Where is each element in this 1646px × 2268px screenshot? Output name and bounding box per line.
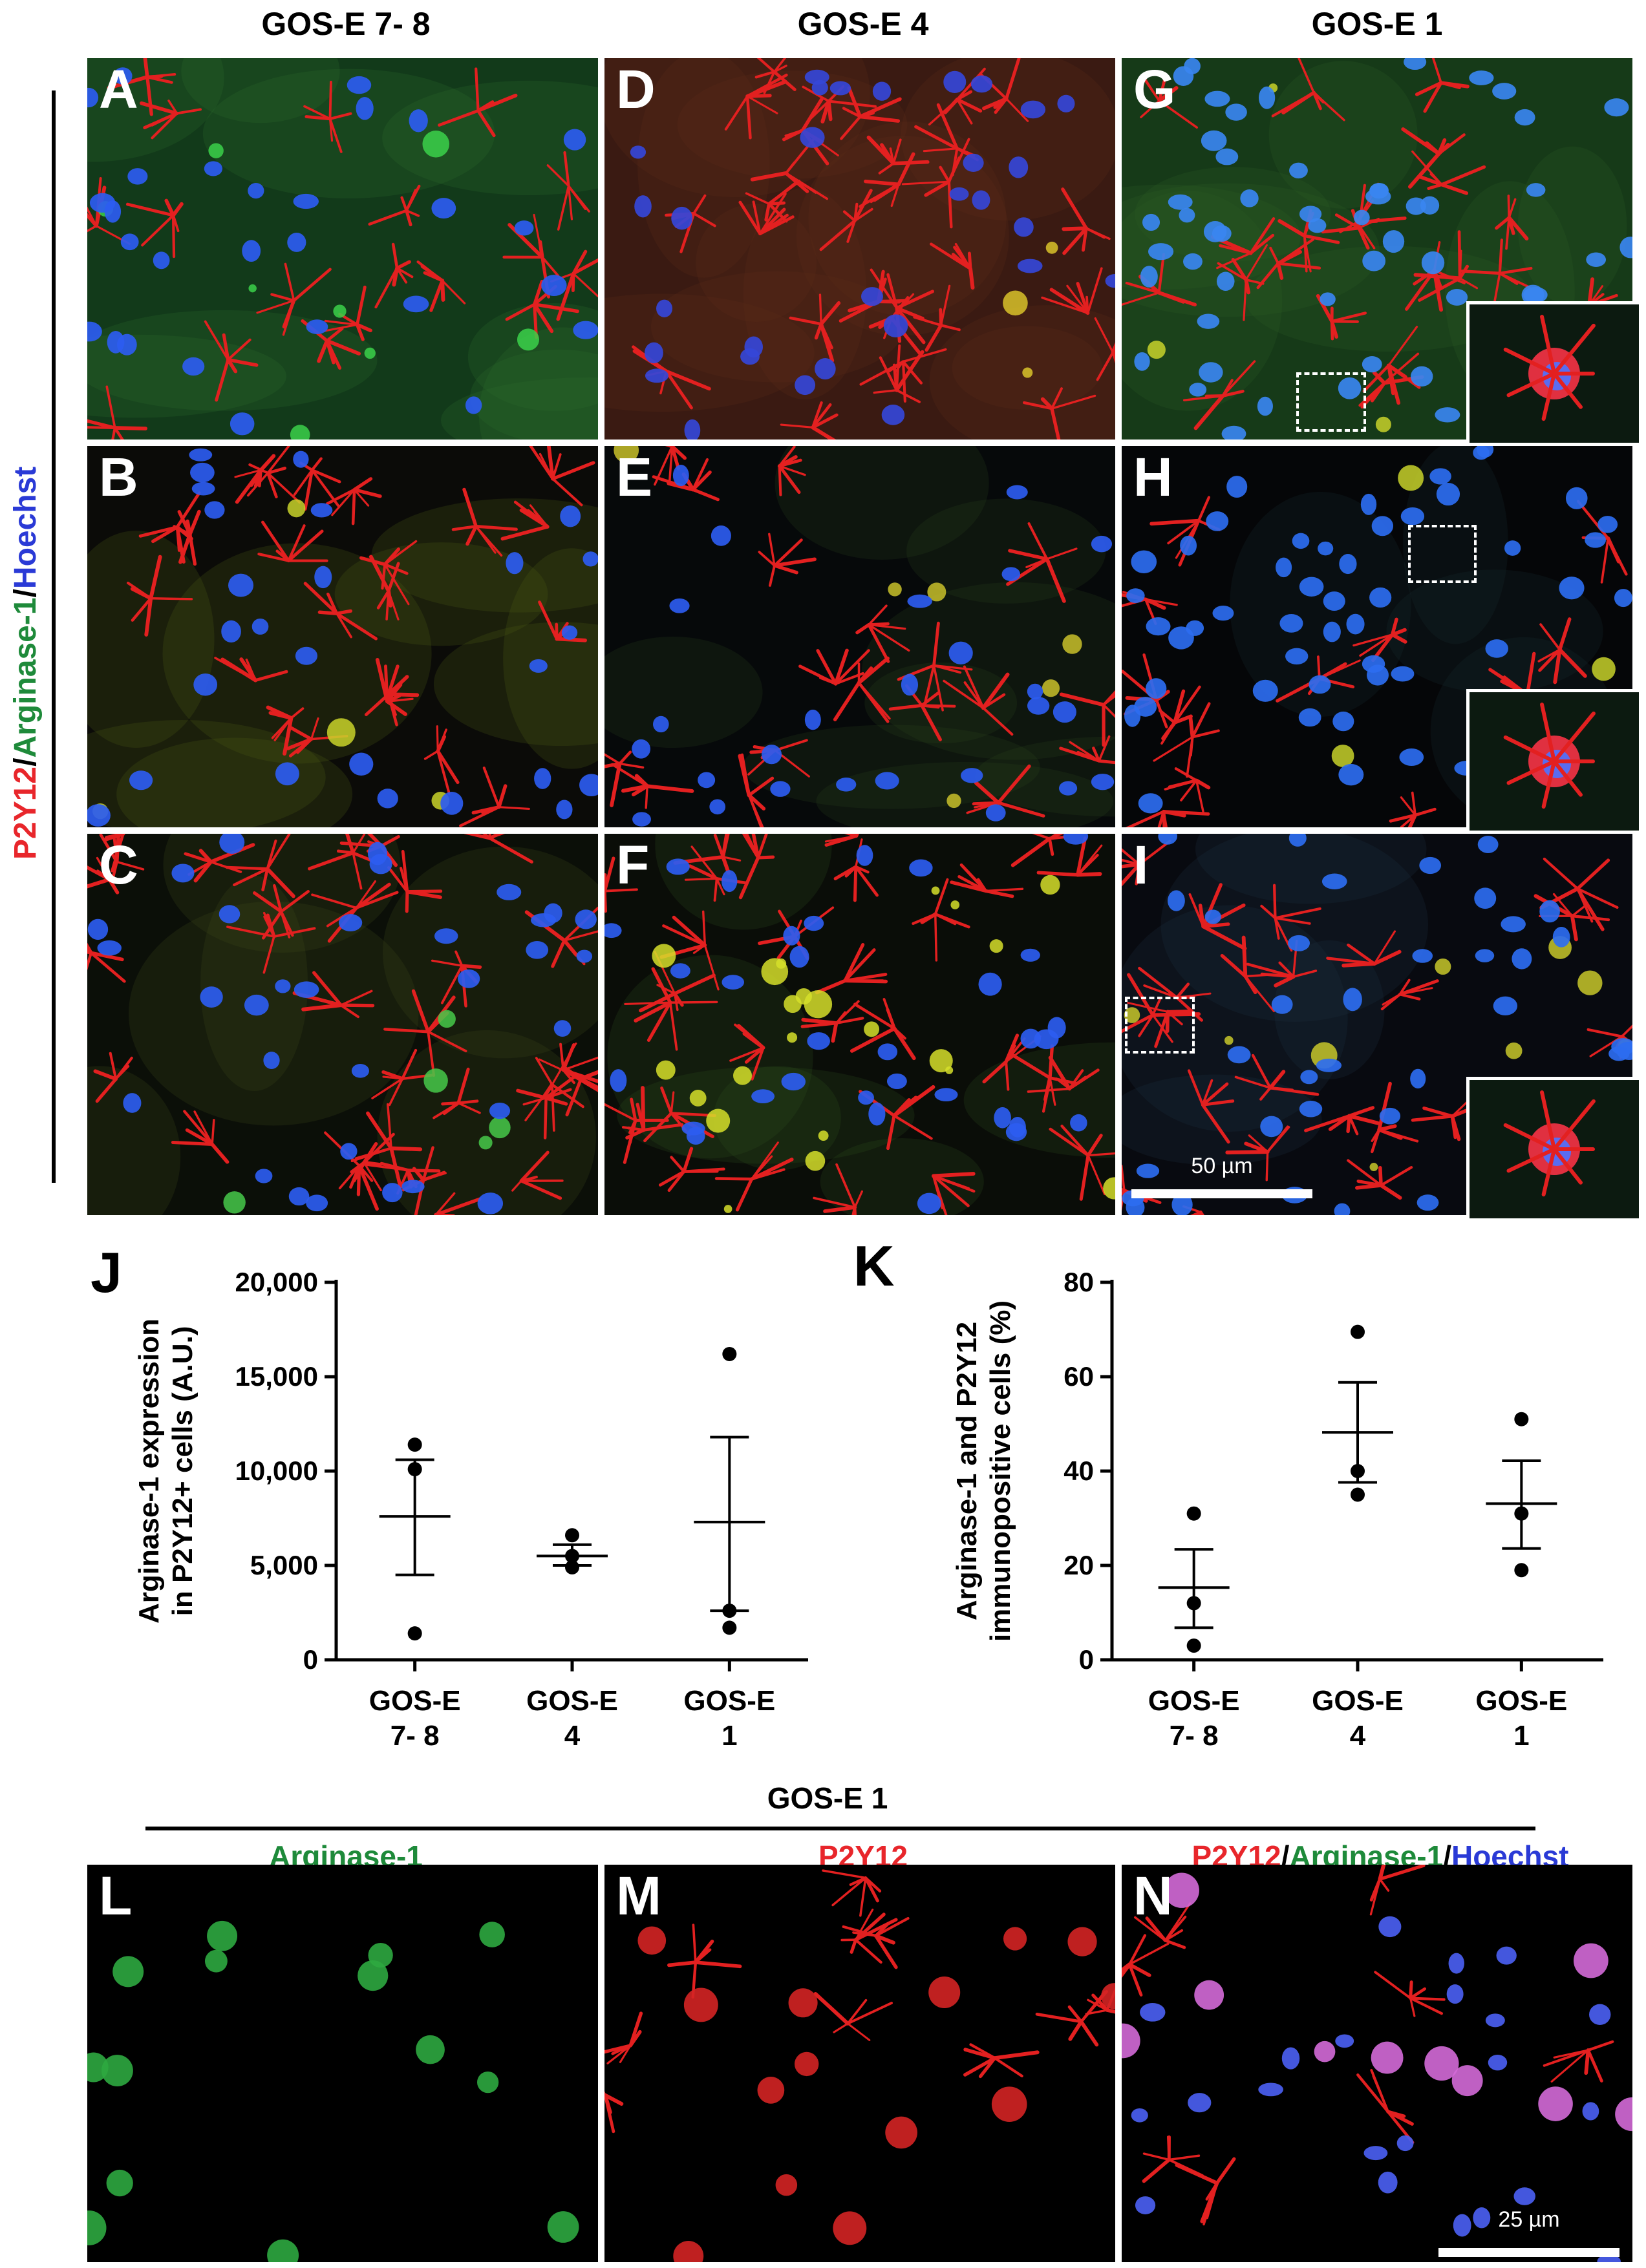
data-point (722, 1620, 737, 1635)
y-tick-label: 20 (1063, 1550, 1094, 1580)
micrograph-panel-m: M (604, 1865, 1115, 2262)
scale-bar-25um-label: 25 µm (1498, 2207, 1560, 2232)
panel-letter-b: B (99, 447, 138, 507)
y-tick-label: 40 (1063, 1456, 1094, 1486)
x-tick-label: 7- 8 (390, 1720, 440, 1752)
panel-letter-j: J (91, 1240, 122, 1304)
micrograph-panel-l-image (87, 1920, 579, 2262)
micrograph-panel-m-image (604, 1869, 1115, 2262)
roi-box-h (1408, 525, 1477, 583)
inset-h (1466, 689, 1642, 834)
panel-letter-a: A (99, 59, 138, 120)
y-axis-label-line2: in P2Y12+ cells (A.U.) (167, 1326, 198, 1616)
panel-letter-n: N (1133, 1865, 1173, 1926)
data-point (1186, 1638, 1201, 1653)
micrograph-panel-e-image (604, 446, 1115, 827)
y-tick-label: 10,000 (235, 1456, 318, 1486)
roi-box-i (1125, 997, 1195, 1054)
x-tick-label: 4 (564, 1720, 581, 1752)
micrograph-panel-c: C (87, 834, 598, 1215)
data-point (565, 1560, 579, 1574)
roi-box-g (1296, 372, 1366, 432)
data-point (722, 1346, 737, 1361)
chart-k: Arginase-1 and P2Y12 immunopositive cells… (951, 1267, 1603, 1752)
panel-letter-h: H (1133, 447, 1173, 507)
panel-letter-d: D (616, 59, 656, 120)
column-header-gose-1: GOS-E 1 (1311, 6, 1443, 42)
micrograph-panel-b-image (87, 446, 598, 827)
x-tick-label: 1 (721, 1720, 737, 1752)
panel-letter-i: I (1133, 834, 1149, 895)
inset-g (1466, 301, 1642, 446)
data-point (407, 1437, 422, 1452)
y-axis-label-line1: Arginase-1 expression (133, 1319, 165, 1624)
data-point (565, 1528, 579, 1543)
micrograph-panel-a: A (87, 58, 598, 440)
data-point (1186, 1506, 1201, 1521)
x-tick-label: GOS-E (1312, 1685, 1404, 1717)
y-tick-label: 15,000 (235, 1361, 318, 1392)
x-tick-label: 1 (1513, 1720, 1529, 1752)
panel-letter-e: E (616, 447, 653, 507)
data-point (1514, 1412, 1529, 1426)
panel-letter-g: G (1133, 59, 1176, 120)
micrograph-panel-d-image (604, 58, 1115, 440)
micrograph-panel-f-image (604, 834, 1115, 1215)
panel-letter-l: L (99, 1865, 133, 1926)
y-tick-label: 80 (1063, 1267, 1094, 1297)
scale-bar-25um (1438, 2248, 1619, 2257)
scale-bar-label: 50 µm (1191, 1154, 1253, 1178)
y-axis-label-line2: immunopositive cells (%) (985, 1300, 1016, 1642)
micrograph-panel-g-image (1122, 58, 1632, 440)
x-tick-label: GOS-E (683, 1685, 775, 1717)
data-point (1351, 1487, 1365, 1502)
x-tick-label: 4 (1350, 1720, 1366, 1752)
micrograph-panel-n: N (1122, 1865, 1632, 2262)
data-point (1514, 1563, 1529, 1578)
micrograph-panel-f: F (604, 834, 1115, 1215)
micrograph-panel-b: B (87, 446, 598, 827)
x-tick-label: GOS-E (1475, 1685, 1567, 1717)
y-tick-label: 60 (1063, 1361, 1094, 1392)
y-tick-label: 5,000 (250, 1550, 318, 1580)
inset-i (1466, 1077, 1642, 1222)
side-label-stain: P2Y12/Arginase-1/Hoechst (8, 466, 43, 860)
x-tick-label: GOS-E (526, 1685, 618, 1717)
left-vertical-rule (52, 90, 56, 1183)
bottom-rule (145, 1827, 1535, 1830)
data-point (1514, 1506, 1529, 1521)
micrograph-panel-i-image (1122, 834, 1632, 1215)
panel-letter-k: K (853, 1234, 895, 1298)
panel-letter-m: M (616, 1865, 661, 1926)
panel-letter-c: C (99, 834, 138, 895)
column-header-gose-4: GOS-E 4 (797, 6, 929, 42)
scale-bar-50um (1131, 1189, 1312, 1198)
micrograph-panel-e: E (604, 446, 1115, 827)
y-tick-label: 20,000 (235, 1267, 318, 1297)
bottom-header: GOS-E 1 (767, 1781, 888, 1815)
x-tick-label: 7- 8 (1170, 1720, 1219, 1752)
data-point (1351, 1324, 1365, 1339)
y-tick-label: 0 (1079, 1644, 1094, 1675)
data-point (1351, 1464, 1365, 1478)
micrograph-panel-c-image (87, 834, 598, 1215)
x-tick-label: GOS-E (369, 1685, 461, 1717)
micrograph-panel-n-image (1122, 1865, 1632, 2262)
data-point (407, 1626, 422, 1641)
data-point (407, 1462, 422, 1477)
data-point (722, 1604, 737, 1618)
chart-j: Arginase-1 expression in P2Y12+ cells (A.… (133, 1267, 808, 1752)
panel-letter-f: F (616, 834, 650, 895)
micrograph-panel-a-image (87, 58, 598, 440)
x-tick-label: GOS-E (1148, 1685, 1240, 1717)
column-header-gose-7-8: GOS-E 7- 8 (261, 6, 431, 42)
y-tick-label: 0 (303, 1644, 318, 1675)
data-point (1186, 1596, 1201, 1611)
micrograph-panel-d: D (604, 58, 1115, 440)
data-point (565, 1549, 579, 1563)
y-axis-label-line1: Arginase-1 and P2Y12 (951, 1322, 983, 1620)
micrograph-panel-l: L (87, 1865, 598, 2262)
